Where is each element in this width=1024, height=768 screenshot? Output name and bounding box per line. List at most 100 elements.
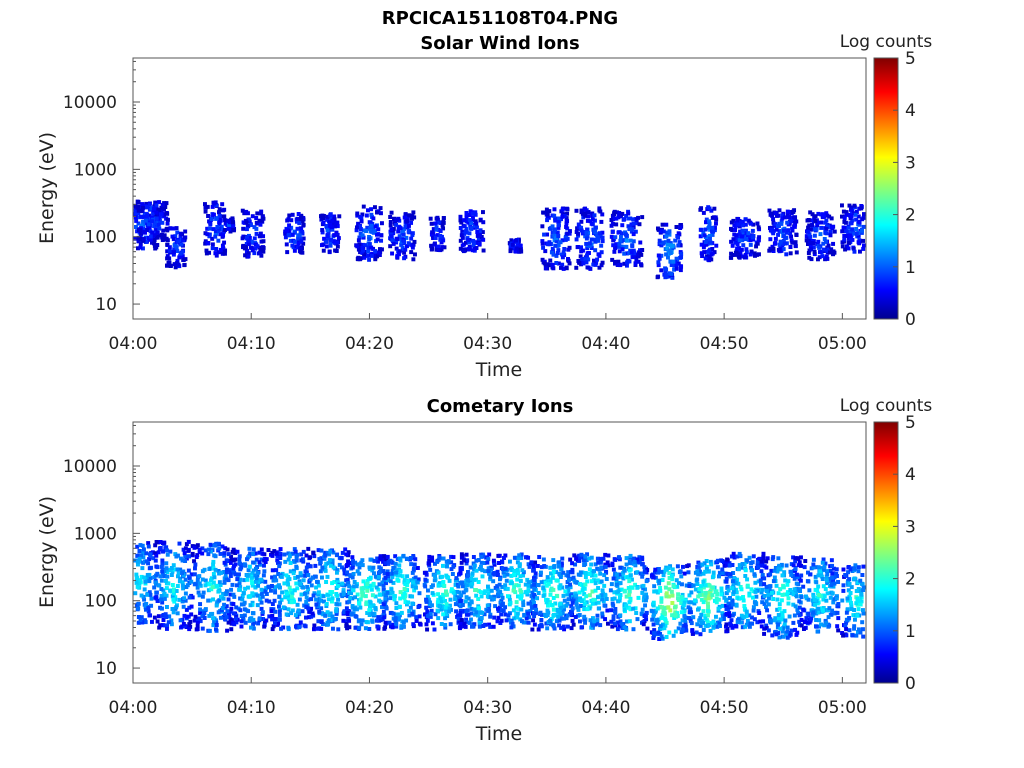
heatmap-cell [182, 596, 187, 601]
heatmap-cell [544, 600, 549, 605]
heatmap-cell [433, 574, 438, 578]
heatmap-cell [203, 202, 207, 207]
heatmap-cell [402, 256, 407, 261]
heatmap-cell [198, 602, 203, 607]
heatmap-cell [436, 570, 441, 575]
heatmap-cell [299, 215, 304, 220]
heatmap-cell [666, 594, 671, 599]
heatmap-cell [425, 618, 430, 623]
heatmap-cell [259, 557, 264, 562]
heatmap-cell [431, 227, 436, 232]
heatmap-cell [487, 571, 492, 576]
heatmap-cell [698, 632, 703, 637]
heatmap-cell [458, 218, 463, 223]
heatmap-cell [423, 577, 428, 582]
heatmap-cell [354, 228, 359, 233]
heatmap-cell [504, 578, 509, 583]
heatmap-cell [586, 214, 591, 219]
heatmap-cell [162, 574, 167, 578]
heatmap-cell [599, 219, 604, 224]
heatmap-cell [562, 616, 566, 621]
heatmap-cell [622, 607, 627, 612]
heatmap-cell [339, 592, 344, 597]
heatmap-cell [350, 575, 355, 580]
heatmap-cell [610, 213, 615, 218]
heatmap-cell [698, 572, 703, 577]
heatmap-cell [393, 554, 398, 559]
heatmap-cell [464, 240, 468, 245]
heatmap-cell [360, 618, 365, 623]
heatmap-cell [841, 209, 846, 214]
heatmap-cell [673, 629, 678, 634]
heatmap-cell [818, 250, 822, 255]
heatmap-cell [304, 565, 309, 570]
heatmap-cell [632, 560, 637, 564]
heatmap-cell [206, 598, 211, 603]
heatmap-cell [376, 615, 381, 620]
heatmap-cell [496, 606, 500, 611]
heatmap-cell [295, 226, 300, 231]
heatmap-cell [405, 244, 409, 249]
heatmap-cell [147, 557, 152, 562]
heatmap-cell [596, 600, 601, 605]
heatmap-cell [214, 216, 219, 221]
heatmap-cell [558, 575, 563, 579]
heatmap-cell [478, 621, 483, 626]
heatmap-cell [486, 608, 491, 613]
heatmap-cell [564, 265, 569, 270]
heatmap-cell [327, 613, 332, 618]
heatmap-cell [177, 597, 182, 602]
heatmap-cell [655, 275, 660, 280]
heatmap-cell [138, 228, 143, 233]
heatmap-cell [598, 209, 603, 214]
heatmap-cell [304, 599, 309, 604]
heatmap-cell [640, 590, 645, 595]
heatmap-cell [243, 586, 248, 591]
heatmap-cell [495, 584, 500, 589]
heatmap-cell [476, 597, 481, 601]
heatmap-cell [261, 617, 266, 621]
heatmap-cell [612, 210, 617, 215]
heatmap-cell [165, 548, 169, 553]
heatmap-cell [743, 252, 748, 257]
heatmap-cell [245, 235, 249, 240]
heatmap-cell [681, 623, 686, 628]
heatmap-cell [259, 606, 264, 611]
heatmap-cell [407, 609, 412, 613]
heatmap-cell [585, 253, 589, 258]
heatmap-cell [373, 594, 378, 599]
heatmap-cell [731, 571, 736, 575]
heatmap-cell [272, 585, 277, 590]
heatmap-cell [405, 219, 410, 224]
heatmap-cell [857, 220, 862, 225]
heatmap-cell [626, 605, 631, 610]
heatmap-cell [703, 240, 708, 245]
heatmap-cell [306, 573, 311, 577]
heatmap-cell [272, 598, 277, 603]
heatmap-cell [516, 583, 521, 588]
heatmap-cell [177, 541, 182, 546]
heatmap-cell [672, 263, 677, 268]
heatmap-cell [738, 229, 743, 234]
heatmap-cell [207, 628, 212, 633]
heatmap-cell [292, 568, 297, 573]
heatmap-cell [432, 578, 437, 583]
heatmap-cell [724, 629, 729, 634]
heatmap-cell [390, 237, 395, 242]
heatmap-cell [847, 203, 852, 208]
heatmap-cell [848, 221, 853, 226]
heatmap-cell [481, 210, 485, 215]
heatmap-cell [565, 624, 570, 629]
heatmap-cell [659, 626, 664, 631]
heatmap-cell [224, 615, 229, 620]
heatmap-cell [808, 210, 813, 215]
heatmap-cell [533, 560, 538, 565]
heatmap-cell [237, 587, 242, 592]
heatmap-cell [388, 591, 393, 596]
heatmap-cell [745, 583, 750, 588]
heatmap-cell [598, 556, 603, 561]
heatmap-cell [696, 572, 701, 577]
heatmap-cell [620, 247, 625, 252]
heatmap-cell [634, 221, 639, 226]
heatmap-cell [603, 617, 608, 622]
